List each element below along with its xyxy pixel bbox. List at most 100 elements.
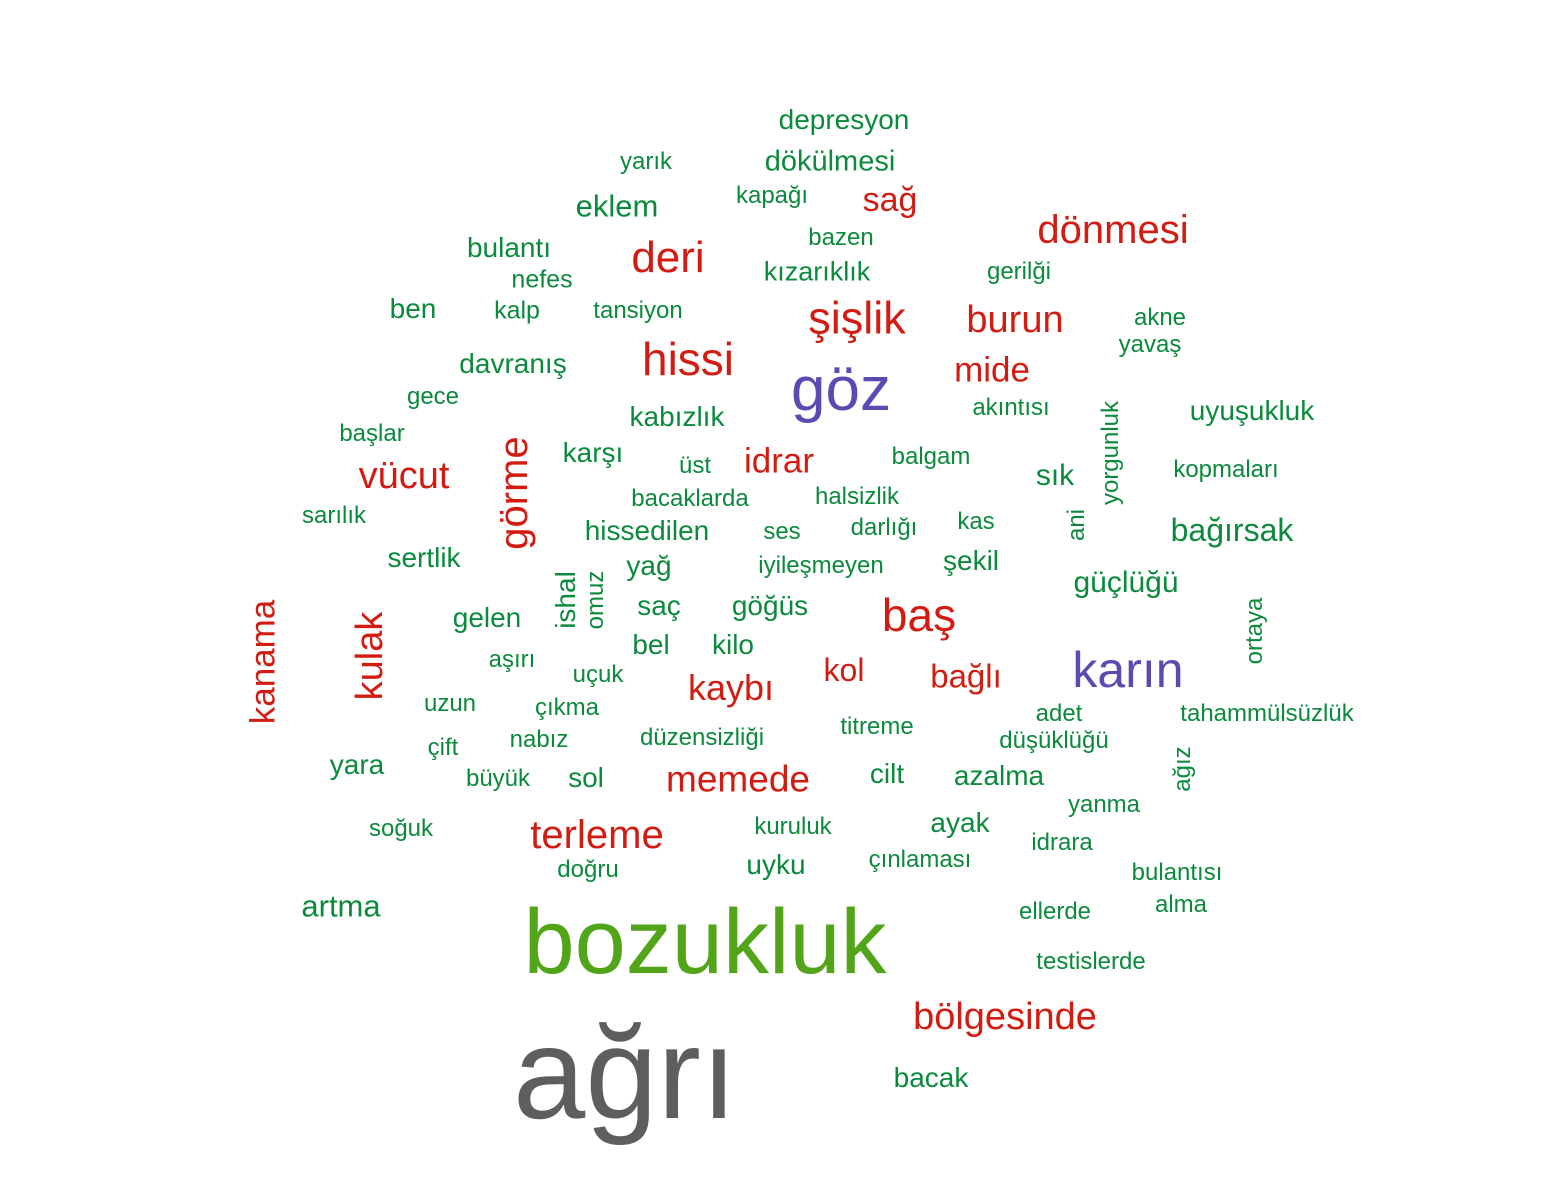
cloud-word: ayak	[930, 807, 990, 838]
cloud-word: kapağı	[735, 182, 809, 209]
cloud-word: nabız	[509, 726, 569, 753]
cloud-word: adet	[1035, 700, 1083, 727]
cloud-word: bacaklarda	[631, 485, 749, 512]
cloud-word: şişlik	[808, 292, 906, 344]
cloud-word: düzensizliği	[639, 724, 765, 751]
cloud-word: idrara	[1031, 829, 1093, 856]
cloud-word: alma	[1154, 891, 1208, 918]
cloud-word: artma	[301, 888, 381, 924]
cloud-word: çıkma	[534, 694, 600, 721]
cloud-word: kulak	[349, 611, 391, 701]
cloud-word: çınlaması	[868, 846, 972, 873]
cloud-word: ben	[389, 293, 437, 324]
cloud-word: kopmaları	[1173, 456, 1279, 483]
cloud-word: başlar	[339, 420, 405, 447]
cloud-word: yara	[329, 749, 385, 780]
cloud-word: bazen	[808, 224, 874, 251]
cloud-word: uyuşukluk	[1189, 395, 1315, 426]
cloud-word: kanama	[243, 599, 283, 725]
cloud-word: dönmesi	[1037, 208, 1189, 252]
cloud-word: göz	[791, 355, 891, 424]
cloud-word: sağ	[862, 181, 918, 219]
cloud-word: tahammülsüzlük	[1180, 700, 1354, 727]
cloud-word: ishal	[550, 571, 581, 629]
cloud-word: üst	[678, 452, 712, 479]
cloud-word: davranış	[459, 348, 567, 379]
cloud-word: cilt	[869, 758, 905, 789]
cloud-word: kilo	[711, 629, 755, 660]
cloud-word: yanma	[1067, 791, 1141, 818]
cloud-word: bacak	[893, 1062, 969, 1093]
cloud-word: halsizlik	[814, 483, 900, 510]
cloud-word: testislerde	[1036, 948, 1146, 975]
cloud-word: ellerde	[1018, 898, 1092, 925]
cloud-word: doğru	[557, 856, 619, 883]
cloud-word: idrar	[743, 441, 815, 481]
cloud-word: büyük	[465, 765, 531, 792]
cloud-word: ağrı	[512, 1000, 738, 1146]
cloud-word: darlığı	[850, 514, 918, 541]
cloud-word: güçlüğü	[1073, 566, 1179, 599]
cloud-word: bulantı	[466, 232, 552, 263]
cloud-word: terleme	[530, 813, 664, 857]
cloud-word: aşırı	[488, 646, 536, 673]
cloud-word: ağız	[1169, 746, 1196, 792]
cloud-word: uyku	[746, 849, 806, 880]
cloud-word: bozukluk	[523, 891, 887, 993]
cloud-word: bel	[632, 629, 670, 660]
cloud-word: depresyon	[778, 104, 910, 135]
cloud-word: ortaya	[1241, 597, 1268, 665]
cloud-word: kabızlık	[629, 401, 725, 432]
cloud-word: ani	[1063, 508, 1090, 542]
cloud-word: sık	[1035, 459, 1075, 492]
cloud-word: balgam	[891, 443, 971, 470]
cloud-word: ses	[763, 518, 801, 545]
cloud-word: karşı	[562, 437, 624, 468]
cloud-word: nefes	[511, 265, 573, 294]
cloud-word: omuz	[582, 570, 609, 630]
cloud-word: bağlı	[930, 657, 1002, 695]
cloud-word: çift	[427, 734, 459, 761]
cloud-word: görme	[492, 436, 536, 550]
cloud-word: kas	[957, 508, 995, 535]
cloud-word: hissedilen	[584, 515, 710, 546]
cloud-word: sol	[568, 762, 604, 793]
cloud-word: gelen	[452, 602, 522, 633]
cloud-word: deri	[631, 233, 705, 282]
cloud-word: yorgunluk	[1097, 400, 1124, 506]
cloud-word: hissi	[641, 333, 735, 385]
cloud-word: sertlik	[387, 542, 461, 573]
cloud-word: mide	[954, 350, 1030, 390]
cloud-word: akne	[1133, 304, 1187, 331]
cloud-word: bağırsak	[1170, 512, 1294, 548]
cloud-word: kuruluk	[754, 813, 832, 840]
cloud-word: baş	[881, 589, 957, 641]
cloud-word: uzun	[423, 690, 477, 717]
cloud-word: saç	[637, 590, 681, 621]
cloud-word: titreme	[840, 713, 914, 740]
cloud-word: kızarıklık	[763, 256, 871, 287]
cloud-word: memede	[666, 758, 810, 800]
cloud-word: kol	[823, 652, 865, 688]
cloud-word: yavaş	[1118, 331, 1182, 358]
cloud-word: tansiyon	[593, 297, 683, 324]
cloud-word: bulantısı	[1131, 859, 1223, 886]
cloud-word: düşüklüğü	[999, 727, 1109, 754]
cloud-word: iyileşmeyen	[758, 552, 884, 579]
cloud-word: dökülmesi	[764, 145, 896, 178]
cloud-word: yağ	[626, 550, 672, 581]
cloud-word: kaybı	[687, 667, 775, 708]
cloud-word: akıntısı	[972, 394, 1050, 421]
cloud-word: burun	[966, 299, 1064, 341]
cloud-word: uçuk	[572, 661, 624, 688]
cloud-word: soğuk	[368, 815, 434, 842]
cloud-word: vücut	[358, 455, 450, 497]
cloud-word: göğüs	[731, 590, 809, 621]
cloud-word: karın	[1072, 642, 1184, 698]
cloud-word: bölgesinde	[913, 996, 1097, 1038]
cloud-word: azalma	[953, 760, 1045, 791]
cloud-word: gece	[406, 383, 460, 410]
cloud-word: yarık	[619, 148, 673, 175]
cloud-word: kalp	[494, 296, 540, 325]
